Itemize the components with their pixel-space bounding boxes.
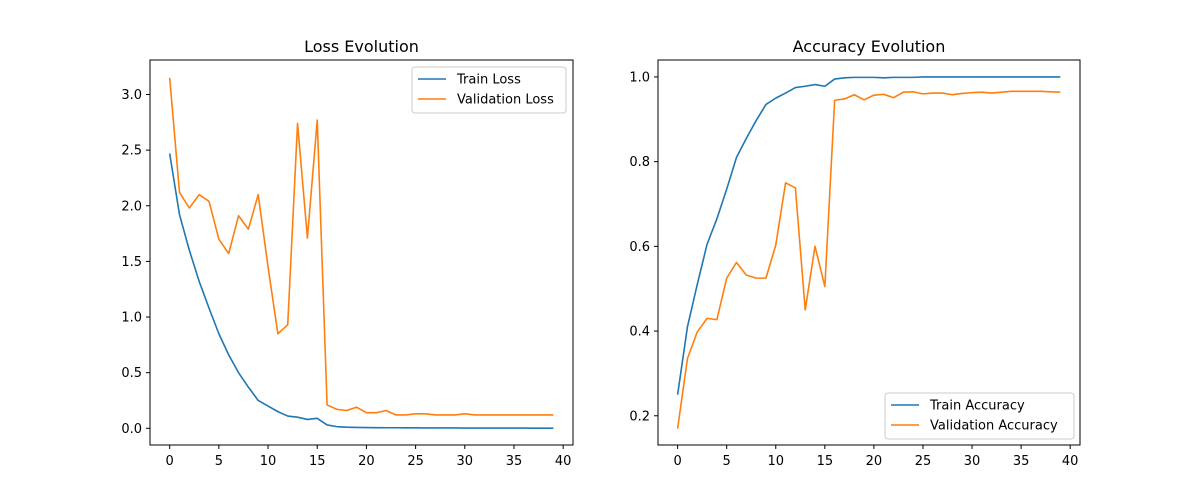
axes-frame bbox=[657, 59, 1081, 446]
y-tick-label: 3.0 bbox=[121, 88, 142, 103]
x-tick-label: 35 bbox=[506, 454, 523, 469]
x-tick-label: 40 bbox=[1062, 454, 1079, 469]
series-line-1 bbox=[168, 77, 554, 416]
y-tick-label: 0.2 bbox=[629, 409, 650, 424]
x-tick-label: 25 bbox=[915, 454, 932, 469]
y-tick-label: 1.0 bbox=[629, 70, 650, 85]
y-tick-label: 2.0 bbox=[121, 199, 142, 214]
x-tick-label: 5 bbox=[723, 454, 731, 469]
chart-0: Loss Evolution 0 5 10 15 20 25 30 35 40 0.0 0.5 1.0 1… bbox=[121, 37, 574, 469]
y-tick-label: 0.4 bbox=[629, 325, 650, 340]
y-tick-label: 0.8 bbox=[629, 155, 650, 170]
y-tick-label: 0.6 bbox=[629, 240, 650, 255]
x-tick-label: 10 bbox=[260, 454, 277, 469]
x-tick-label: 30 bbox=[964, 454, 981, 469]
legend-box bbox=[411, 66, 567, 114]
x-tick-label: 25 bbox=[407, 454, 424, 469]
y-tick-label: 0.5 bbox=[121, 366, 142, 381]
x-tick-label: 5 bbox=[215, 454, 223, 469]
x-tick-label: 35 bbox=[1013, 454, 1030, 469]
x-tick-label: 20 bbox=[866, 454, 883, 469]
chart-title: Loss Evolution bbox=[304, 37, 419, 56]
x-tick-label: 40 bbox=[555, 454, 572, 469]
axes-frame bbox=[149, 59, 574, 446]
legend: Train Accuracy Validation Accuracy bbox=[884, 392, 1075, 440]
y-tick-label: 1.5 bbox=[121, 255, 142, 270]
series-line-0 bbox=[168, 153, 554, 430]
y-tick-label: 2.5 bbox=[121, 144, 142, 159]
chart-title: Accuracy Evolution bbox=[793, 37, 946, 56]
legend-label: Validation Accuracy bbox=[930, 419, 1058, 434]
x-tick-label: 30 bbox=[457, 454, 474, 469]
x-tick-label: 20 bbox=[358, 454, 375, 469]
series-line-1 bbox=[676, 90, 1061, 429]
x-tick-label: 0 bbox=[166, 454, 174, 469]
x-tick-label: 10 bbox=[767, 454, 784, 469]
y-tick-label: 1.0 bbox=[121, 311, 142, 326]
legend-label: Train Loss bbox=[456, 73, 521, 88]
legend-label: Validation Loss bbox=[457, 93, 554, 108]
y-tick-label: 0.0 bbox=[121, 422, 142, 437]
legend: Train Loss Validation Loss bbox=[411, 66, 567, 114]
chart-1: Accuracy Evolution 0 5 10 15 20 25 30 35 40 0.2 0.4… bbox=[629, 37, 1081, 469]
series-line-0 bbox=[676, 76, 1061, 395]
x-tick-label: 15 bbox=[817, 454, 834, 469]
x-tick-label: 15 bbox=[309, 454, 326, 469]
legend-label: Train Accuracy bbox=[929, 399, 1025, 414]
x-tick-label: 0 bbox=[673, 454, 681, 469]
legend-box bbox=[884, 392, 1075, 440]
